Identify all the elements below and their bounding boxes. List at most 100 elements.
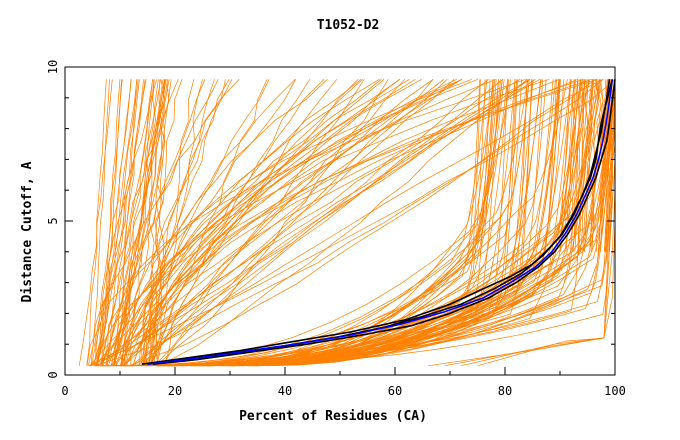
x-tick-label: 40: [278, 384, 292, 398]
model-curve: [92, 79, 147, 366]
model-curve: [198, 79, 499, 367]
model-curve: [164, 79, 325, 366]
model-curve: [95, 79, 138, 366]
model-curve: [574, 79, 584, 252]
y-tick-label: 0: [46, 371, 60, 378]
model-curve: [96, 78, 560, 366]
model-curve: [202, 79, 582, 367]
model-curve: [94, 79, 444, 367]
model-curve: [101, 79, 497, 367]
model-curve: [113, 79, 153, 366]
model-curve: [132, 78, 579, 366]
highlight-series-4: [147, 79, 614, 365]
model-curve: [91, 78, 526, 366]
model-curve: [191, 79, 560, 367]
model-curve: [86, 79, 240, 366]
highlight-curves: [141, 79, 616, 365]
model-curve: [138, 79, 554, 367]
y-tick-label: 10: [46, 60, 60, 74]
model-curve: [122, 78, 540, 367]
model-curve: [90, 79, 110, 366]
model-curve: [97, 79, 121, 366]
model-curve: [142, 79, 233, 366]
model-curve: [144, 79, 406, 367]
x-axis-ticks: 0 20 40 60 80 100: [61, 367, 626, 398]
model-curve: [155, 79, 389, 367]
model-curve: [140, 79, 365, 367]
model-curve: [98, 79, 615, 367]
model-curve: [130, 79, 382, 366]
model-curve: [99, 79, 206, 366]
model-curve: [248, 79, 594, 367]
model-curve: [119, 79, 400, 366]
model-curve: [119, 79, 410, 366]
highlight-series-3: [152, 79, 616, 365]
model-curve: [86, 79, 107, 366]
model-curve: [477, 128, 616, 367]
model-curve: [78, 79, 113, 366]
model-curve: [149, 78, 462, 366]
x-tick-label: 20: [168, 384, 182, 398]
model-curve: [144, 78, 422, 366]
x-tick-label: 60: [388, 384, 402, 398]
model-curve: [560, 79, 575, 252]
model-curve: [114, 79, 170, 366]
model-curve: [596, 79, 608, 252]
model-curve: [123, 78, 521, 367]
model-curve: [145, 79, 556, 367]
model-curve: [141, 79, 215, 366]
model-curve: [156, 79, 170, 366]
model-curve: [184, 79, 508, 367]
model-curve: [121, 79, 380, 366]
model-curve: [125, 79, 226, 366]
y-axis-ticks: 0 5 10: [46, 60, 615, 379]
model-curve: [128, 79, 596, 367]
model-curve: [578, 79, 591, 252]
x-axis-label: Percent of Residues (CA): [239, 409, 427, 424]
model-curve: [90, 79, 489, 367]
model-curve: [124, 79, 585, 367]
model-curve: [117, 79, 530, 367]
model-curve: [89, 79, 364, 367]
model-curve: [98, 79, 230, 367]
model-curve: [591, 79, 604, 252]
model-curve: [154, 79, 163, 366]
model-curve: [113, 79, 159, 366]
chart-title: T1052-D2: [317, 18, 380, 33]
model-curve: [96, 79, 146, 366]
model-curve: [583, 79, 598, 252]
model-curve: [96, 79, 132, 366]
model-curve: [119, 79, 219, 366]
model-curve: [159, 79, 528, 367]
model-curve: [128, 79, 488, 367]
model-curve: [148, 79, 156, 366]
x-tick-label: 100: [604, 384, 626, 398]
model-curve: [94, 79, 158, 366]
model-curve: [111, 79, 536, 367]
model-curve: [106, 79, 416, 366]
model-curve: [580, 79, 594, 252]
model-curve: [149, 78, 593, 366]
model-curve: [202, 79, 579, 367]
y-tick-label: 5: [46, 217, 60, 224]
x-tick-label: 0: [61, 384, 68, 398]
model-curve: [227, 79, 529, 367]
model-curve: [123, 78, 479, 366]
model-curve: [88, 79, 455, 367]
highlight-series-2: [147, 79, 614, 365]
model-curve: [87, 79, 179, 366]
model-curve: [101, 78, 472, 366]
model-curve: [100, 79, 161, 366]
model-curve: [162, 78, 530, 366]
x-tick-label: 80: [498, 384, 512, 398]
model-curve: [605, 79, 616, 252]
y-axis-label: Distance Cutoff, A: [20, 161, 35, 302]
model-curve: [127, 79, 522, 367]
model-curve: [123, 79, 359, 367]
model-curve: [110, 78, 550, 366]
model-curve: [106, 79, 154, 366]
model-curve: [101, 79, 166, 366]
model-curves: [78, 78, 616, 367]
model-curve: [100, 79, 122, 366]
